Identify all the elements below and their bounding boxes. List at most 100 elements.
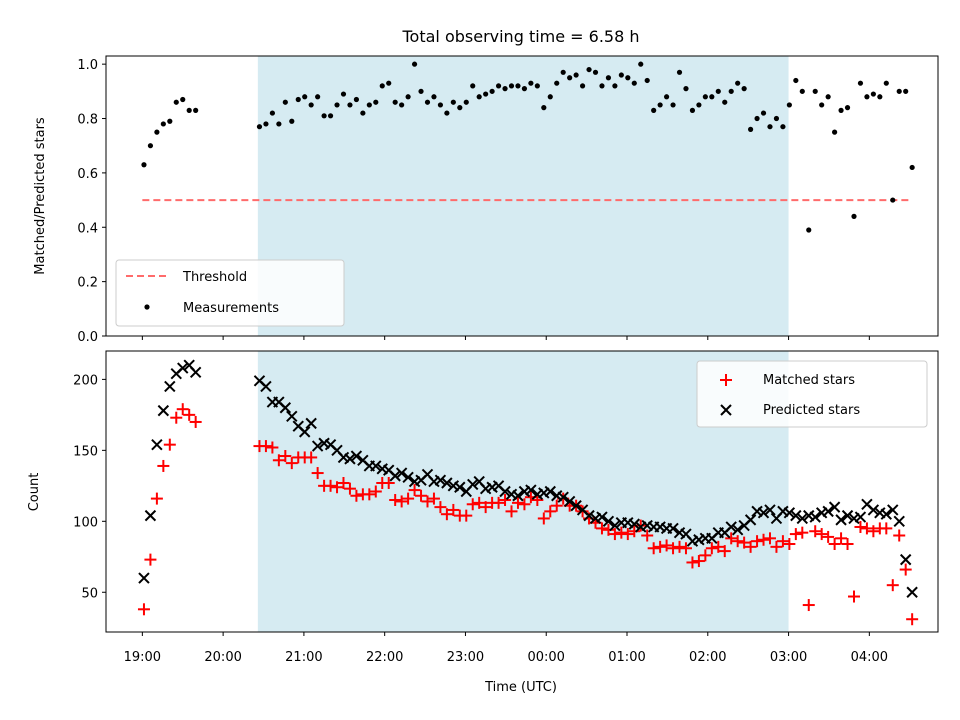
matched-star-point	[176, 403, 189, 416]
matched-star-point	[628, 525, 641, 538]
measurement-point	[760, 110, 767, 116]
measurement-point	[263, 121, 269, 127]
measurement-point	[386, 80, 392, 86]
matched-star-point	[511, 496, 524, 509]
measurement-point	[625, 75, 631, 81]
matched-star-point	[815, 528, 828, 541]
matched-star-point	[311, 467, 324, 480]
measurement-point	[360, 110, 366, 116]
measurement-point	[793, 77, 799, 84]
matched-star-point	[654, 540, 667, 553]
matched-star-point	[660, 539, 673, 552]
y-tick-label: 100	[73, 515, 98, 530]
measurement-point	[399, 102, 405, 108]
y-tick-label: 0.0	[77, 330, 98, 345]
measurement-point	[683, 86, 689, 92]
bottom-x-axis: 19:00 20:00 21:00 22:00 23:00 00:00 01:00 02:00…	[124, 632, 888, 665]
measurement-point	[547, 94, 553, 100]
matched-star-point	[608, 528, 621, 541]
measurement-point	[883, 80, 889, 86]
matched-star-point	[602, 523, 615, 536]
measurement-point	[735, 80, 741, 86]
measurement-point	[431, 94, 437, 100]
matched-star-point	[731, 535, 744, 548]
matched-star-point	[363, 488, 376, 501]
measurement-point	[747, 126, 754, 132]
bottom-legend-box	[696, 360, 928, 428]
matched-star-point	[860, 522, 873, 535]
matched-star-point	[492, 496, 505, 509]
measurement-point	[767, 124, 773, 130]
measurement-point	[411, 61, 418, 67]
top-legend: Threshold Measurements	[115, 259, 345, 327]
matched-star-point	[259, 440, 272, 453]
measurement-point	[722, 99, 728, 105]
x-tick-label: 02:00	[689, 650, 726, 665]
matched-star-point	[272, 454, 285, 467]
top-y-axis-label: Matched/Predicted stars	[33, 117, 48, 275]
matched-star-point	[382, 476, 395, 489]
matched-star-point	[305, 451, 318, 464]
matched-star-point	[479, 501, 492, 514]
predicted-star-point	[790, 509, 802, 522]
measurement-point	[154, 129, 160, 135]
matched-star-point	[337, 476, 350, 489]
predicted-star-point	[609, 519, 621, 532]
matched-star-point	[350, 489, 363, 502]
measurement-point	[573, 72, 579, 78]
measurement-point	[282, 99, 288, 105]
predicted-star-point	[305, 417, 317, 430]
matched-star-point	[641, 529, 654, 542]
predicted-star-point	[796, 512, 809, 525]
top-panel: 0.0 0.2 0.4 0.6 0.8 1.0 Matched/Predicted sta…	[33, 55, 939, 345]
bottom-y-axis: 50 100 150 200	[73, 373, 106, 601]
matched-star-point	[757, 533, 770, 546]
matched-star-point	[499, 494, 512, 507]
matched-star-point	[183, 408, 196, 421]
measurement-point	[638, 61, 644, 67]
x-tick-label: 22:00	[366, 650, 403, 665]
predicted-star-point	[389, 470, 401, 482]
matched-star-point	[324, 479, 337, 492]
measurement-point	[579, 83, 586, 89]
measurement-point	[832, 129, 838, 135]
predicted-star-point	[279, 402, 292, 414]
predicted-star-point	[835, 514, 847, 526]
measurement-point	[554, 80, 560, 86]
x-tick-label: 21:00	[285, 650, 322, 665]
matched-star-point	[770, 540, 783, 553]
measurements-legend-label: Measurements	[183, 301, 279, 316]
measurement-point	[689, 107, 696, 113]
predicted-star-point	[525, 484, 537, 496]
matched-star-point	[667, 542, 680, 555]
matched-star-point	[809, 525, 822, 538]
measurement-point	[295, 96, 301, 103]
matched-star-point	[440, 508, 453, 521]
predicted-star-point	[906, 586, 918, 598]
measurement-point	[366, 102, 372, 108]
measurement-point	[903, 88, 909, 94]
measurement-point	[405, 94, 411, 100]
matched-legend-label: Matched stars	[763, 373, 855, 388]
measurement-point	[586, 66, 592, 73]
threshold-legend-label: Threshold	[182, 270, 247, 285]
measurement-point	[786, 102, 792, 108]
measurement-point	[709, 94, 715, 100]
predicted-star-point	[887, 504, 899, 516]
bottom-legend: Matched stars Predicted stars	[696, 360, 928, 428]
top-panel-frame	[105, 55, 939, 337]
matched-star-point	[137, 603, 150, 616]
measurement-point	[851, 213, 857, 219]
matched-star-point	[144, 553, 157, 566]
matched-star-point	[595, 522, 608, 535]
measurement-point	[657, 102, 663, 108]
x-axis-label: Time (UTC)	[484, 680, 557, 695]
measurement-point	[812, 88, 818, 94]
measurement-point	[502, 86, 508, 92]
matched-star-point	[802, 599, 815, 612]
measurement-point	[592, 69, 599, 75]
matched-star-point	[906, 613, 919, 626]
predicted-star-point	[454, 481, 466, 493]
predicted-star-point	[151, 438, 163, 451]
measurement-point	[754, 115, 760, 122]
